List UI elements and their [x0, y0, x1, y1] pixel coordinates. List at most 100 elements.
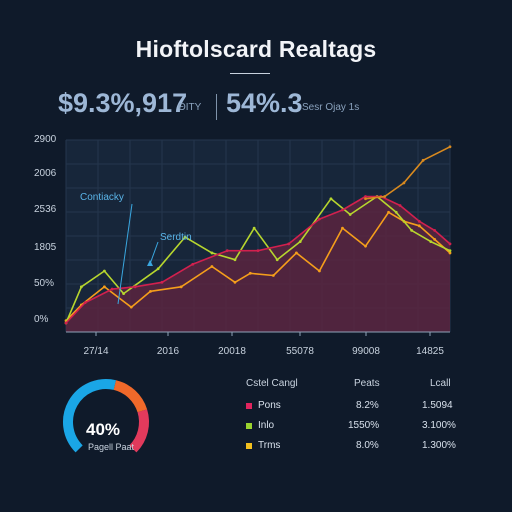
series-point-0 [433, 237, 437, 241]
y-tick-label: 1805 [34, 242, 57, 253]
x-tick-label: 14825 [416, 346, 444, 357]
row-value-b: 1.5094 [422, 400, 453, 411]
kpi-row: $9.3%,917 ΘΙΤΥ 54%.3 Sesr Ojay 1s [0, 88, 512, 124]
series-point-0 [210, 265, 214, 268]
series-point-1 [329, 197, 333, 201]
series-point-1 [103, 269, 106, 273]
kpi-second-caption: Sesr Ojay 1s [302, 102, 360, 113]
series-point-2 [83, 301, 87, 305]
series-point-1 [410, 228, 413, 232]
row-name: Inlo [258, 420, 275, 431]
title-divider [230, 73, 270, 74]
series-point-0 [248, 271, 252, 275]
series-point-0 [179, 285, 183, 289]
gauge-label: Pagell Paat [88, 442, 135, 452]
series-point-3 [421, 158, 425, 162]
series-point-1 [348, 213, 352, 216]
series-point-0 [318, 269, 321, 273]
series-point-1 [275, 258, 279, 262]
series-point-1 [156, 267, 160, 271]
row-value-b: 1.300% [422, 440, 456, 451]
series-point-2 [448, 242, 452, 246]
series-point-1 [252, 226, 256, 230]
series-point-2 [256, 249, 260, 253]
series-point-0 [103, 285, 106, 289]
y-tick-label: 50% [34, 278, 54, 289]
row-swatch [246, 423, 252, 429]
series-point-2 [110, 287, 114, 291]
series-point-0 [341, 226, 344, 230]
series-point-2 [64, 321, 68, 325]
annotation-label: Contiacky [80, 192, 124, 203]
series-point-2 [364, 195, 367, 198]
kpi-second-value: 54%.3 [226, 88, 303, 118]
series-point-2 [225, 249, 229, 253]
table-header-lcall: Lcall [430, 378, 451, 389]
kpi-main-caption: ΘΙΤΥ [178, 102, 202, 113]
series-point-0 [387, 210, 390, 214]
dashboard-title: Hioftolscard Realtags [135, 36, 377, 62]
series-point-2 [191, 262, 195, 266]
series-point-0 [233, 280, 237, 284]
row-swatch [246, 403, 252, 409]
row-value-a: 1550% [348, 420, 380, 431]
x-tick-label: 27/14 [83, 346, 108, 357]
annotation-label: Serdtin [160, 232, 192, 243]
kpi-main-value: $9.3%,917 [58, 88, 188, 118]
row-name: Pons [258, 400, 281, 411]
series-point-1 [122, 292, 125, 295]
series-point-2 [160, 280, 164, 284]
annotation-leader [149, 241, 159, 265]
series-point-0 [364, 244, 367, 248]
table-row: Pons 8.2% 1.5094 [238, 400, 468, 414]
row-value-b: 3.100% [422, 420, 456, 431]
series-point-3 [364, 197, 367, 201]
table-row: Inlo 1550% 3.100% [238, 420, 468, 434]
series-point-2 [433, 228, 437, 232]
x-tick-label: 2016 [157, 346, 180, 357]
series-point-1 [233, 258, 237, 262]
gauge-icon [63, 379, 149, 453]
y-tick-label: 2536 [34, 204, 57, 215]
table-row: Trms 8.0% 1.300% [238, 440, 468, 454]
series-area [66, 196, 450, 332]
gauge-arc-red [129, 409, 149, 453]
series-point-1 [210, 251, 214, 255]
series-point-1 [394, 210, 398, 214]
series-point-3 [448, 145, 452, 149]
x-tick-label: 55078 [286, 346, 314, 357]
row-name: Trms [258, 440, 281, 451]
series-point-2 [287, 242, 291, 246]
series-point-0 [271, 274, 275, 277]
series-point-1 [183, 235, 187, 239]
y-tick-label: 0% [34, 314, 49, 325]
gauge-arc-orange [113, 380, 148, 413]
series-point-1 [448, 249, 452, 253]
line-chart: 2900 2006 2536 1805 50% 0% 27/14 2016 20018 55078… [34, 134, 452, 357]
kpi-divider [216, 94, 217, 120]
row-swatch [246, 443, 252, 449]
series-point-2 [133, 285, 137, 289]
series-point-1 [429, 240, 433, 244]
x-tick-label: 99008 [352, 346, 380, 357]
y-tick-label: 2900 [34, 134, 57, 145]
annotation-leader [117, 203, 133, 305]
series-point-3 [383, 195, 387, 198]
annotation-arrow [147, 260, 153, 266]
gauge-value: 40% [86, 420, 121, 439]
series-point-0 [417, 224, 421, 228]
series-point-2 [398, 204, 402, 207]
series-point-1 [79, 285, 83, 289]
series-point-0 [295, 251, 298, 255]
gauge-arc-blue [63, 379, 117, 453]
y-tick-label: 2006 [34, 168, 57, 179]
series-point-0 [448, 251, 452, 255]
row-value-a: 8.2% [356, 400, 379, 411]
row-value-a: 8.0% [356, 440, 379, 451]
series-point-2 [341, 208, 344, 212]
series-point-0 [149, 289, 152, 293]
table-header-peats: Peats [354, 378, 380, 389]
series-point-1 [298, 240, 302, 244]
series-point-3 [402, 181, 406, 185]
series-point-2 [318, 217, 321, 221]
